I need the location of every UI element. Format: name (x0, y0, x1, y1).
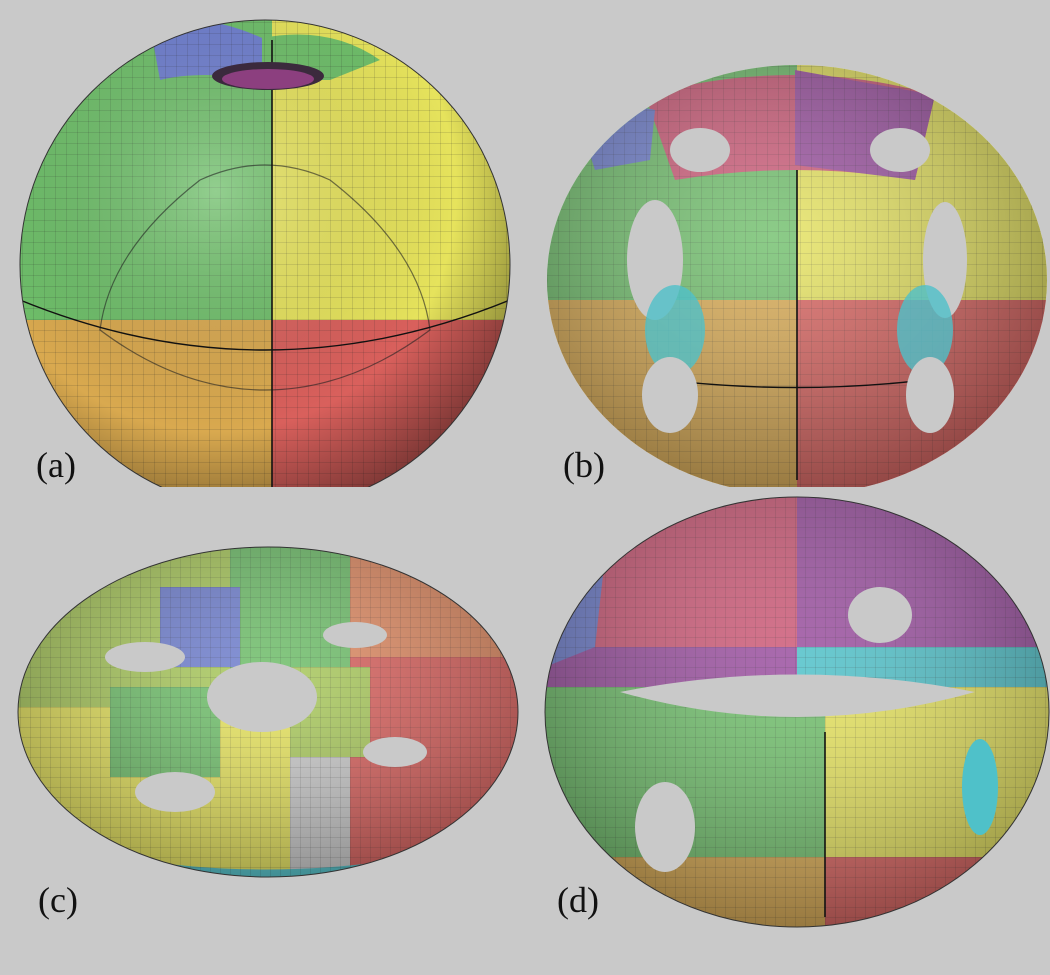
inner-hole (848, 587, 912, 643)
hole-upper-left (105, 642, 185, 672)
sphere-mesh-render (19, 19, 511, 487)
panel-b: (b) (525, 0, 1050, 487)
panel-a: (a) (0, 0, 525, 487)
panel-label-d: (d) (557, 880, 599, 920)
ring-patches (545, 497, 1049, 927)
panel-c: (c) (0, 487, 525, 974)
center-hole (207, 662, 317, 732)
panel-label-c: (c) (38, 880, 78, 920)
cage-mesh-render (547, 65, 1047, 487)
front-hole-right (962, 739, 998, 835)
hole-upper-right (323, 622, 387, 648)
hole-lower-right (363, 737, 427, 767)
ring-inner-opening (620, 674, 975, 717)
hole-lower-left (135, 772, 215, 812)
torus-mesh-render (17, 546, 519, 878)
panel-d: (d) (525, 487, 1050, 974)
panel-label-b: (b) (563, 445, 605, 485)
cage-patches (547, 65, 1047, 487)
ring-mesh-render (544, 496, 1050, 928)
front-hole-left (635, 782, 695, 872)
panel-label-a: (a) (36, 445, 76, 485)
